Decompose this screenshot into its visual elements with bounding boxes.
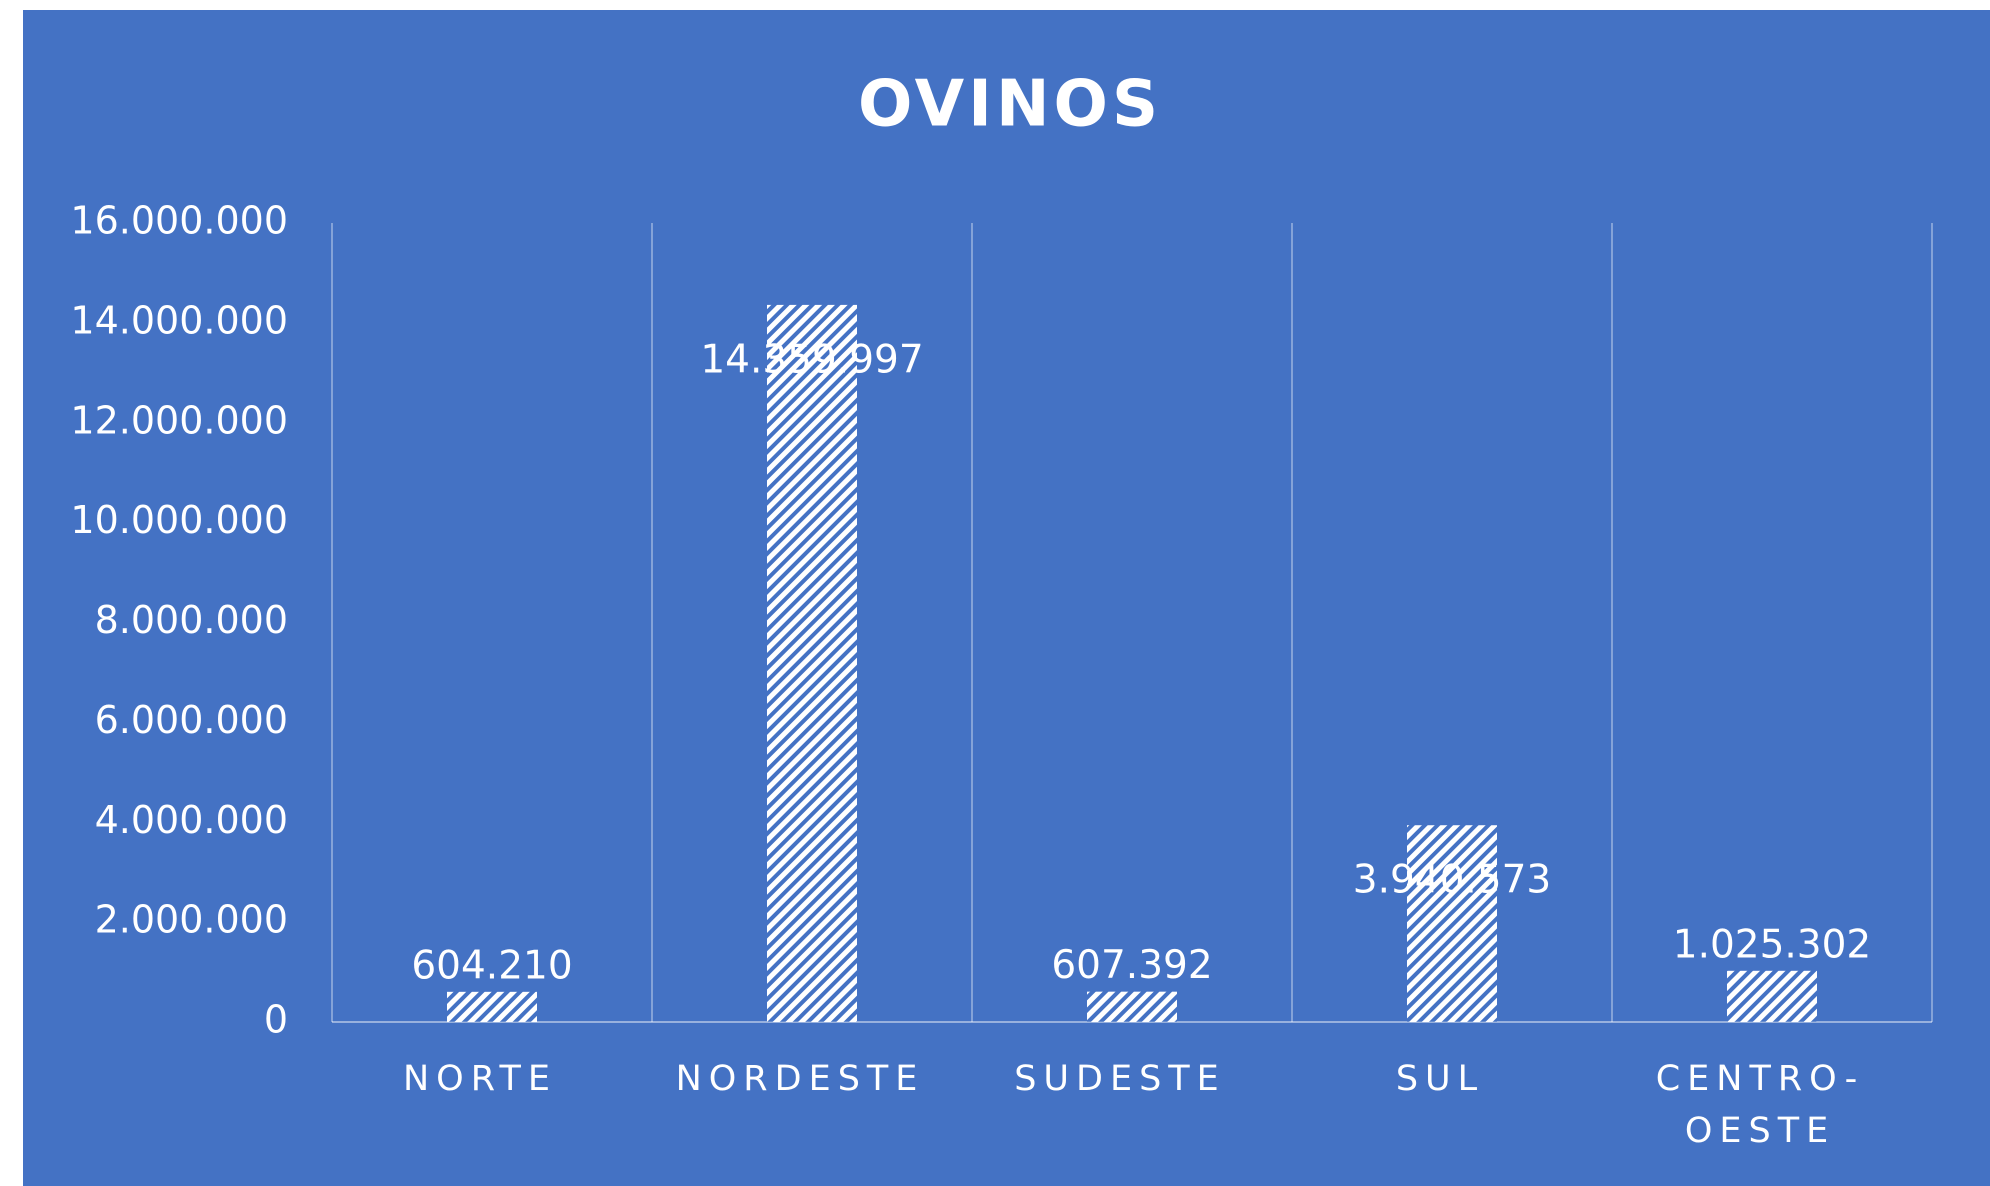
y-tick-label: 0 — [264, 998, 288, 1042]
bar — [767, 304, 857, 1022]
data-label: 607.392 — [1051, 943, 1212, 988]
x-tick-label: NORTE — [403, 1059, 557, 1099]
x-tick-label: CENTRO-OESTE — [1655, 1059, 1865, 1151]
data-label: 14.359.997 — [700, 337, 923, 382]
x-tick-label: SUL — [1395, 1059, 1485, 1099]
bar — [1727, 970, 1817, 1022]
y-tick-label: 4.000.000 — [95, 798, 288, 842]
bar — [447, 991, 537, 1022]
y-tick-label: 16.000.000 — [70, 199, 288, 243]
bar — [1087, 991, 1177, 1022]
y-tick-label: 8.000.000 — [95, 598, 288, 642]
chart-title: OVINOS — [858, 68, 1162, 142]
y-tick-label: 12.000.000 — [70, 398, 288, 442]
data-label: 1.025.302 — [1673, 922, 1872, 967]
data-label: 604.210 — [411, 943, 572, 988]
bar — [1407, 825, 1497, 1022]
data-label: 3.940.573 — [1353, 858, 1552, 903]
x-tick-label: NORDESTE — [675, 1059, 925, 1099]
y-tick-label: 14.000.000 — [70, 298, 288, 342]
y-tick-label: 6.000.000 — [95, 698, 288, 742]
y-tick-label: 10.000.000 — [70, 498, 288, 542]
y-tick-label: 2.000.000 — [95, 898, 288, 942]
x-tick-label: SUDESTE — [1014, 1059, 1226, 1099]
chart-background — [23, 10, 1990, 1186]
